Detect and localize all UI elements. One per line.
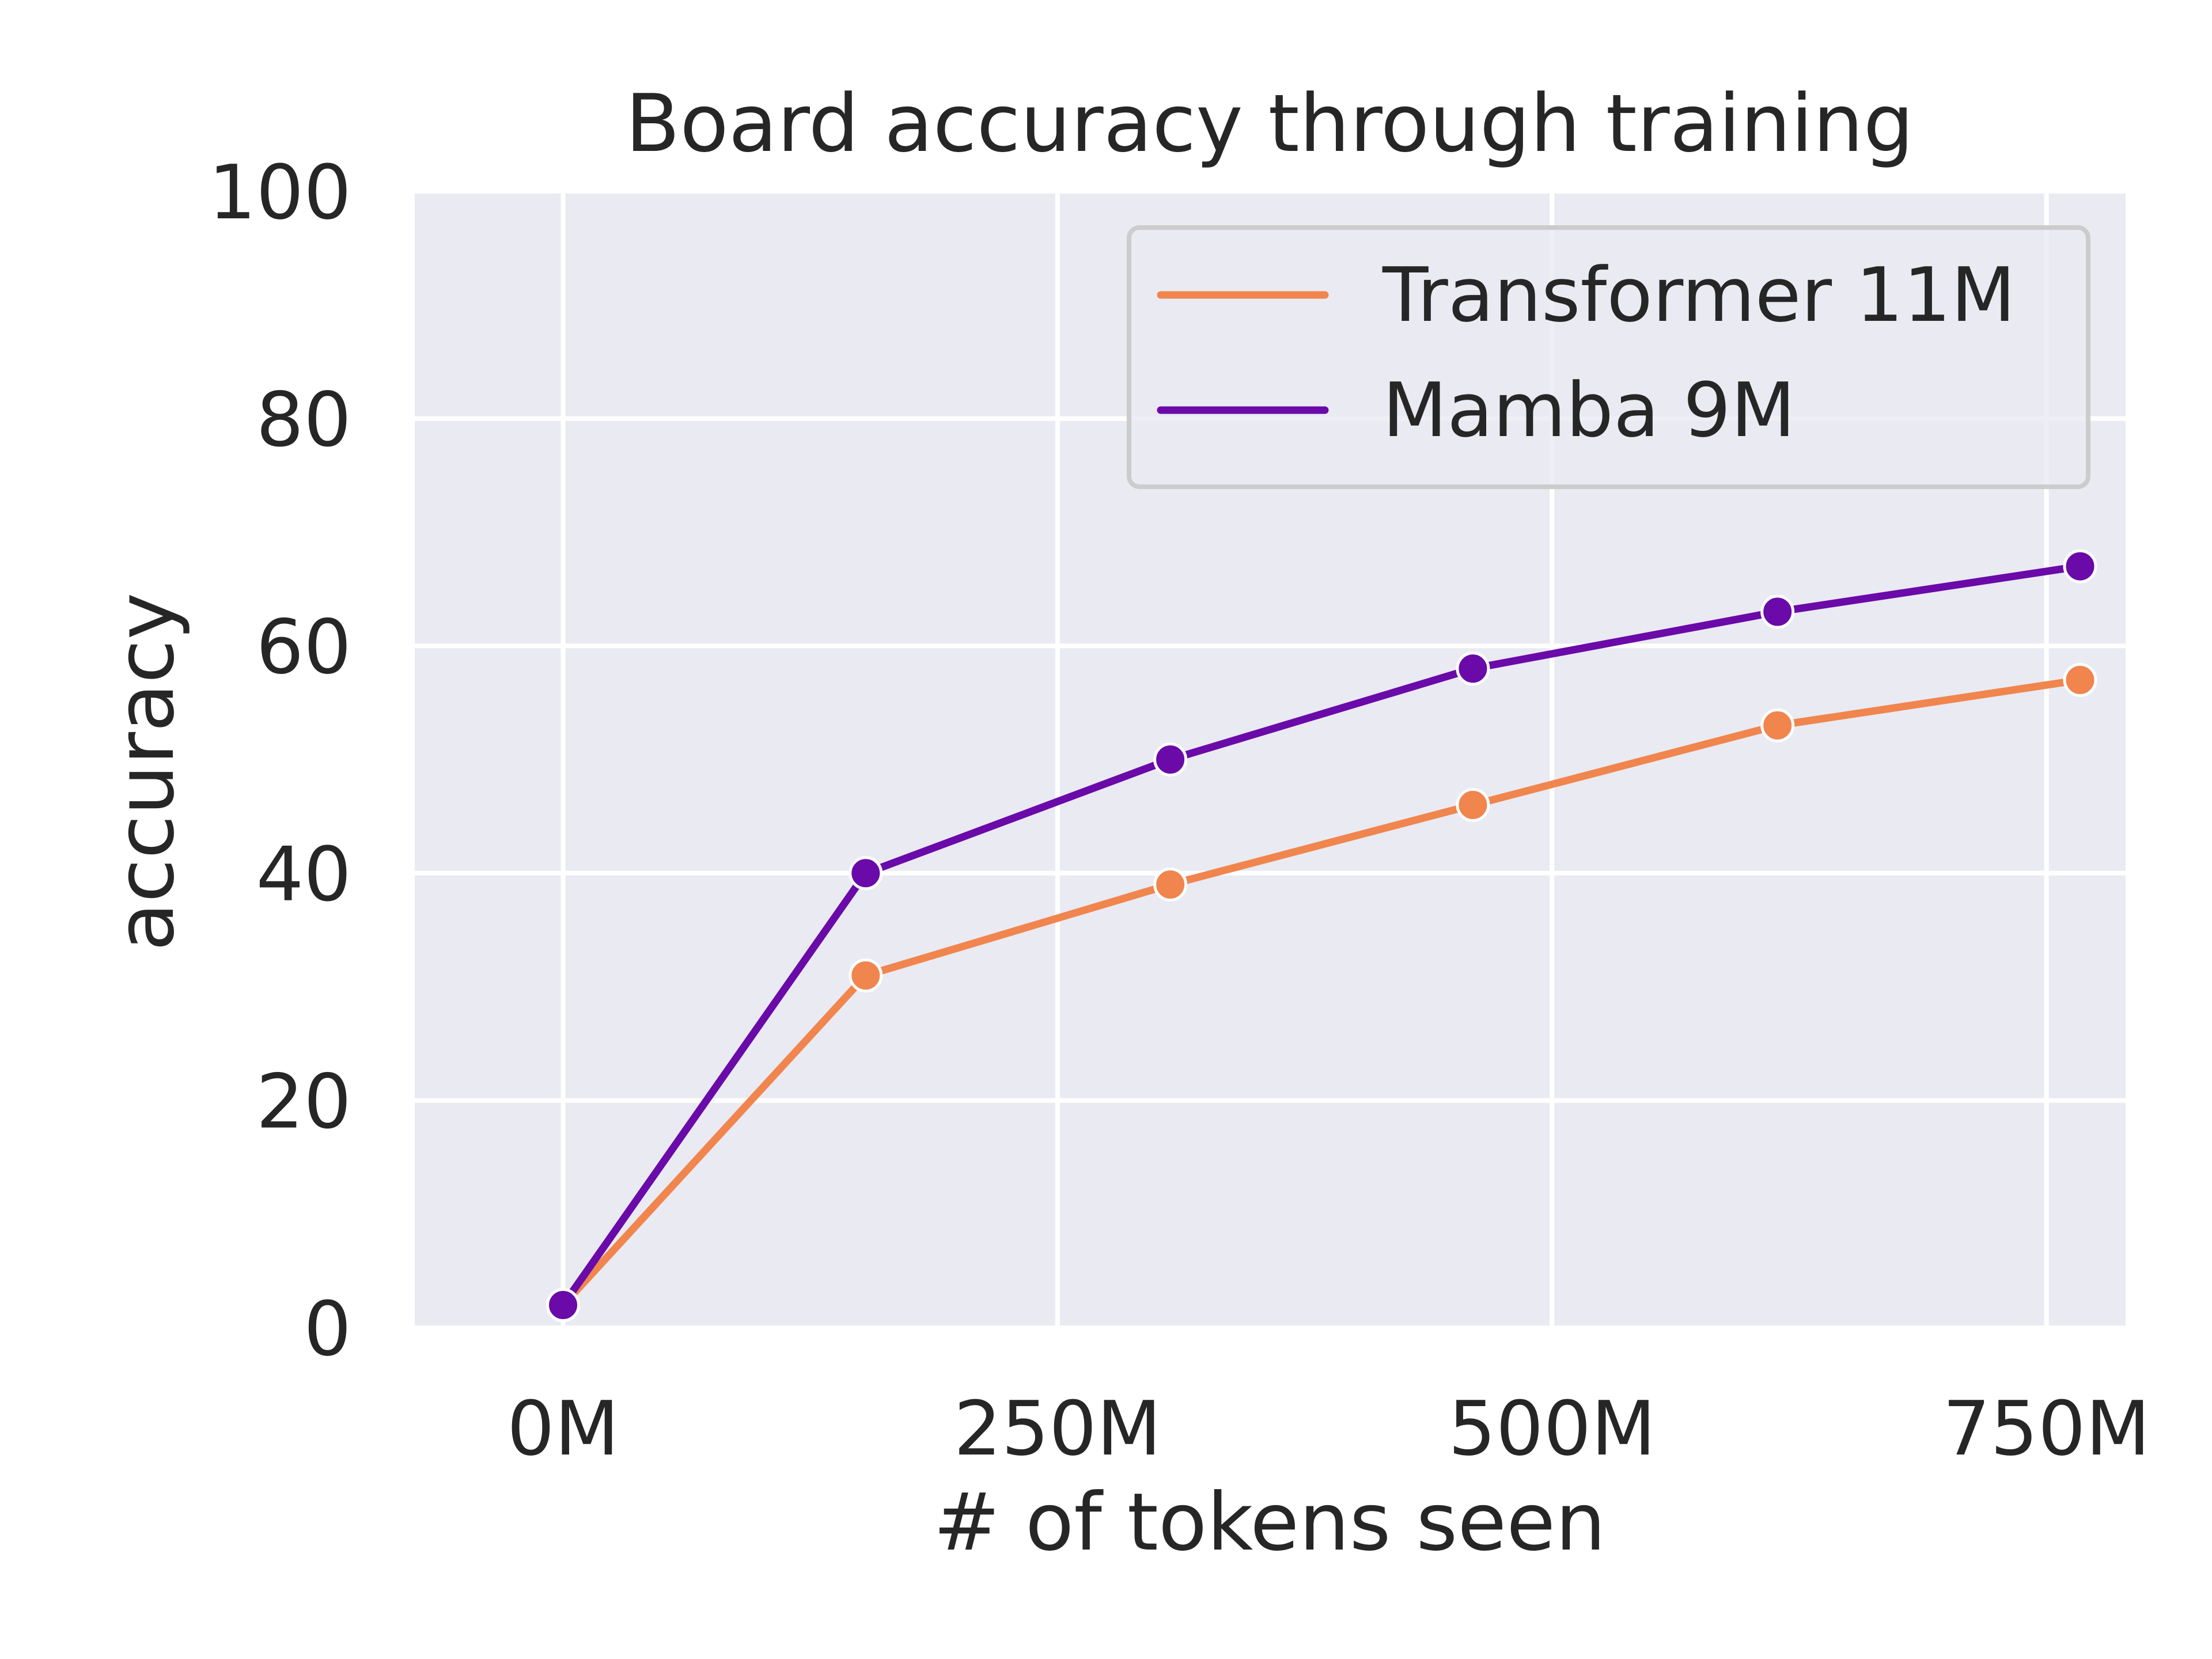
x-axis-label: # of tokens seen <box>933 1476 1605 1569</box>
y-tick-label: 60 <box>256 603 351 691</box>
y-tick-label: 0 <box>304 1285 351 1373</box>
data-point <box>1456 787 1490 822</box>
y-tick-label: 40 <box>256 831 351 918</box>
data-point <box>546 1288 581 1323</box>
y-tick-label: 80 <box>256 376 351 464</box>
data-point <box>1760 708 1795 743</box>
series-line-0 <box>559 676 2084 1309</box>
data-point <box>1760 594 1795 629</box>
y-tick-label: 100 <box>209 149 351 236</box>
x-tick-label: 750M <box>1943 1385 2150 1472</box>
data-point <box>2063 662 2097 697</box>
x-tick-label: 500M <box>1448 1385 1656 1472</box>
data-point <box>2063 549 2097 584</box>
legend-box <box>1127 225 2090 489</box>
legend-label-transformer: Transformer 11M <box>1382 251 2016 339</box>
data-point <box>1153 743 1188 777</box>
legend: Transformer 11M Mamba 9M <box>1127 225 2090 489</box>
data-point <box>1153 868 1188 902</box>
series-line-1 <box>559 562 2084 1309</box>
data-point <box>849 958 883 993</box>
chart-title: Board accuracy through training <box>626 77 1914 170</box>
y-axis-label: accuracy <box>99 593 192 952</box>
x-tick-label: 250M <box>954 1385 1161 1472</box>
series-layer <box>546 549 2097 1323</box>
data-point <box>849 856 883 891</box>
data-point <box>1456 652 1490 686</box>
x-tick-label: 0M <box>507 1385 619 1472</box>
y-tick-label: 20 <box>256 1058 351 1145</box>
tick-labels: 0 20 40 60 80 100 0M 250M 500M 750M <box>209 149 2150 1472</box>
legend-label-mamba: Mamba 9M <box>1382 366 1796 454</box>
